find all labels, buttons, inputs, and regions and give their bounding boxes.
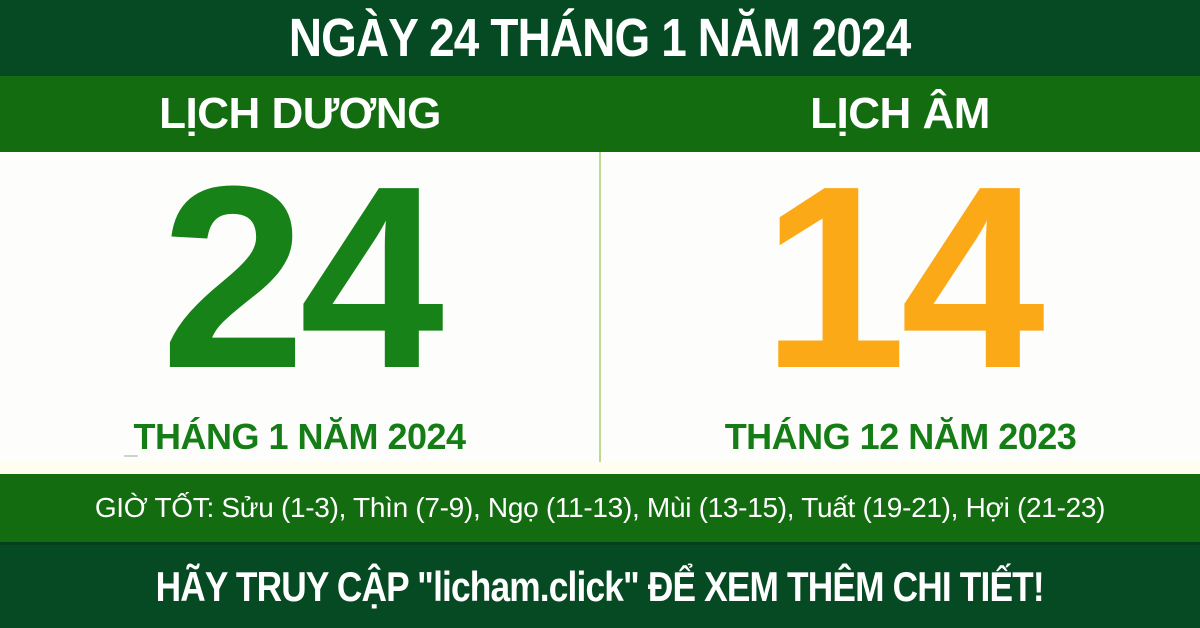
calendar-type-header-band: LỊCH DƯƠNG LỊCH ÂM [0,76,1200,152]
panel-divider [599,152,601,474]
lunar-date-panel: 14 THÁNG 12 NĂM 2023 [601,133,1200,474]
date-title-band: NGÀY 24 THÁNG 1 NĂM 2024 [0,0,1200,76]
solar-calendar-header: LỊCH DƯƠNG [159,89,441,138]
lunar-month-year-label: THÁNG 12 NĂM 2023 [724,415,1077,457]
date-panels-area: 24 THÁNG 1 NĂM 2024 14 THÁNG 12 NĂM 2023 [0,133,1200,474]
lunar-day-number: 14 [761,133,1045,424]
lunar-calendar-header: LỊCH ÂM [810,89,990,138]
solar-day-number: 24 [160,133,444,424]
footer-cta-band: HÃY TRUY CẬP "licham.click" ĐỂ XEM THÊM … [0,542,1200,628]
solar-date-panel: 24 THÁNG 1 NĂM 2024 [0,133,599,474]
solar-month-year-label: THÁNG 1 NĂM 2024 [133,415,466,457]
date-title: NGÀY 24 THÁNG 1 NĂM 2024 [289,8,911,68]
footer-cta-text: HÃY TRUY CẬP "licham.click" ĐỂ XEM THÊM … [155,562,1045,610]
small-smudge-artifact [124,455,138,457]
good-hours-text: GIỜ TỐT: Sửu (1-3), Thìn (7-9), Ngọ (11-… [94,492,1106,523]
good-hours-band: GIỜ TỐT: Sửu (1-3), Thìn (7-9), Ngọ (11-… [0,474,1200,542]
